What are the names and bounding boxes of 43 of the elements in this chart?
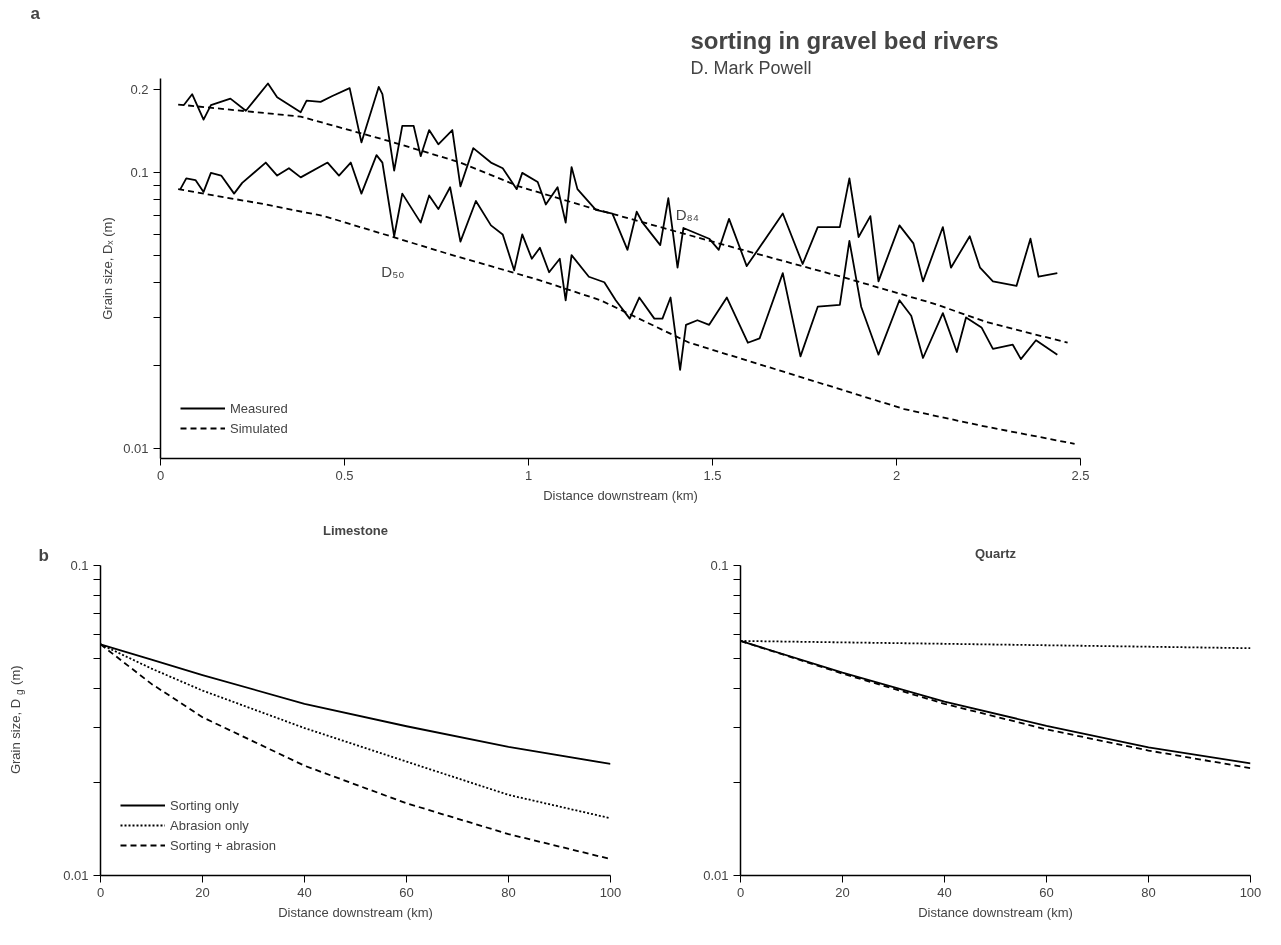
x-tick-label: 20: [195, 884, 210, 900]
y-tick-label: 0.01: [63, 868, 89, 883]
y-tick-label: 0.1: [130, 165, 149, 181]
x-tick-label: 1: [524, 467, 533, 483]
y-tick-label: 0.01: [703, 868, 729, 883]
annotation: D₈₄: [675, 205, 699, 223]
chart-title: Limestone: [322, 522, 389, 538]
x-tick-label: 1.5: [703, 467, 722, 483]
legend-label: Abrasion only: [170, 817, 249, 833]
x-tick-label: 0: [736, 884, 745, 900]
x-tick-label: 20: [835, 884, 850, 900]
y-tick-label: 0.01: [123, 441, 149, 457]
legend-label: Sorting + abrasion: [170, 837, 276, 853]
x-tick-label: 100: [599, 884, 622, 900]
legend-label: Simulated: [230, 420, 288, 436]
x-axis-title: Distance downstream (km): [918, 904, 1073, 920]
text: b: [38, 545, 49, 565]
x-axis-title: Distance downstream (km): [543, 487, 698, 503]
x-tick-label: 100: [1239, 884, 1262, 900]
x-tick-label: 0.5: [335, 467, 354, 483]
text: D. Mark Powell: [690, 57, 812, 78]
x-tick-label: 40: [297, 884, 312, 900]
y-tick-label: 0.1: [70, 558, 89, 573]
text: a: [30, 3, 41, 23]
x-tick-label: 0: [156, 467, 165, 483]
y-axis-title: Grain size, Dg (m): [8, 665, 25, 775]
x-tick-label: 60: [1039, 884, 1054, 900]
x-axis-title: Distance downstream (km): [278, 904, 433, 920]
y-tick-label: 0.2: [130, 82, 149, 98]
x-tick-label: 80: [1141, 884, 1156, 900]
y-axis-title: Grain size, Dₓ (m): [100, 217, 116, 320]
legend-label: Measured: [230, 400, 288, 416]
chart-title: Quartz: [974, 545, 1017, 561]
y-tick-label: 0.1: [710, 558, 729, 573]
annotation: D₅₀: [381, 262, 405, 280]
x-tick-label: 2: [892, 467, 901, 483]
x-tick-label: 40: [937, 884, 952, 900]
x-tick-label: 0: [96, 884, 105, 900]
x-tick-label: 80: [501, 884, 516, 900]
x-tick-label: 2.5: [1071, 467, 1090, 483]
text: sorting in gravel bed rivers: [690, 26, 999, 54]
legend-label: Sorting only: [170, 797, 239, 813]
x-tick-label: 60: [399, 884, 414, 900]
